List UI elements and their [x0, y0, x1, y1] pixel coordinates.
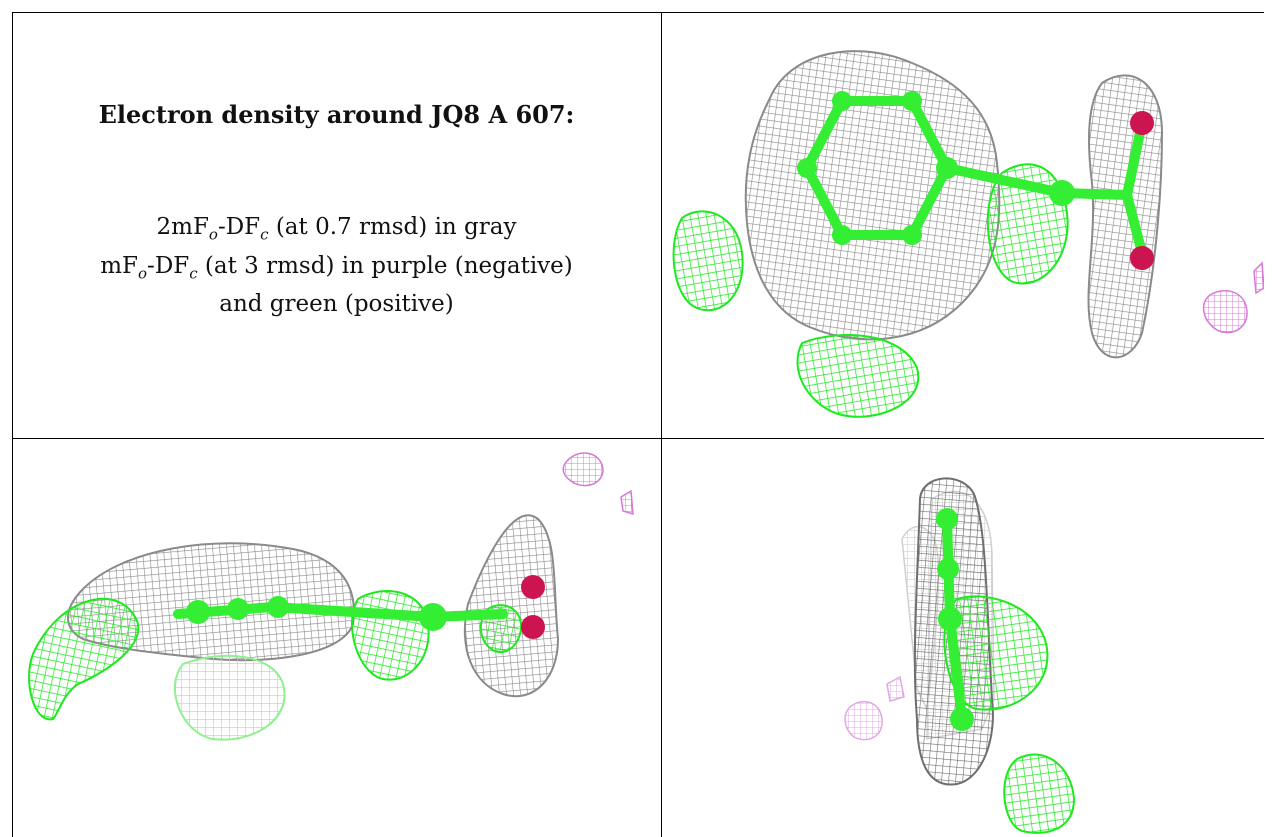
purple-mesh	[562, 452, 604, 487]
density-view-2	[28, 452, 634, 741]
border-left	[12, 12, 13, 837]
molecule-atoms	[936, 508, 974, 731]
view-top-right	[662, 13, 1264, 438]
view-bottom-left	[13, 439, 661, 837]
green-mesh-linker	[351, 590, 430, 681]
molecule-atoms	[186, 596, 447, 631]
caption-legend: 2mFo-DFc (at 0.7 rmsd) in gray mFo-DFc (…	[12, 212, 661, 320]
legend-sub: o	[138, 264, 148, 283]
legend-text: -DF	[147, 252, 190, 279]
caption-title: Electron density around JQ8 A 607:	[98, 100, 575, 129]
border-top	[12, 12, 1264, 13]
green-mesh-bottom	[173, 654, 286, 741]
divider-horizontal	[12, 438, 1264, 439]
gray-mesh-carboxyl	[463, 514, 560, 698]
legend-line-green: and green (positive)	[219, 291, 454, 318]
legend-sub: c	[189, 264, 198, 283]
green-mesh-left	[672, 210, 744, 312]
oxygen-atom	[1130, 246, 1154, 270]
legend-text: 2mF	[156, 214, 209, 240]
legend-sub: o	[208, 225, 218, 244]
purple-mesh	[1202, 290, 1248, 334]
legend-text: (at 3 rmsd) in purple (negative)	[197, 252, 573, 279]
purple-mesh	[620, 489, 634, 516]
oxygen-atom	[521, 575, 545, 599]
density-view-3	[844, 477, 1076, 834]
gray-mesh-ring	[744, 50, 1001, 341]
legend-sub: c	[260, 225, 269, 244]
divider-vertical	[661, 12, 662, 837]
oxygen-atom	[521, 615, 545, 639]
purple-mesh	[886, 675, 905, 702]
oxygen-atom	[1130, 111, 1154, 135]
view-bottom-right	[662, 439, 1264, 837]
molecule-atoms	[797, 91, 1075, 245]
green-mesh-left	[28, 597, 140, 721]
figure-grid: Electron density around JQ8 A 607: 2mFo-…	[12, 12, 1264, 837]
legend-text: mF	[100, 252, 139, 279]
green-mesh-bottom	[796, 334, 920, 418]
legend-line-purple: mFo-DFc (at 3 rmsd) in purple (negative)	[12, 251, 661, 290]
green-mesh-bottom	[1003, 753, 1076, 834]
green-mesh-linker	[943, 595, 1049, 711]
purple-mesh	[844, 700, 883, 741]
caption-panel: Electron density around JQ8 A 607: 2mFo-…	[12, 12, 661, 438]
legend-line-gray: 2mFo-DFc (at 0.7 rmsd) in gray	[12, 212, 661, 251]
density-view-1	[672, 50, 1264, 418]
legend-text: (at 0.7 rmsd) in gray	[268, 214, 517, 240]
purple-mesh	[1253, 261, 1264, 295]
gray-mesh-carboxyl	[1087, 74, 1164, 359]
legend-text: -DF	[217, 214, 261, 240]
